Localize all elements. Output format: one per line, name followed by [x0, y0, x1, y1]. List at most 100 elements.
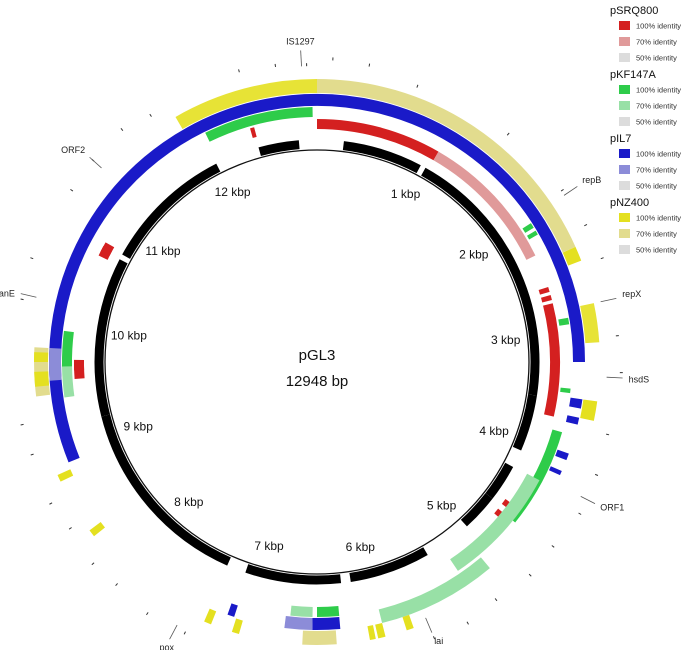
circular-map: 1 kbp2 kbp3 kbp4 kbp5 kbp6 kbp7 kbp8 kbp…: [0, 36, 649, 650]
plasmid-name: pGL3: [299, 347, 336, 364]
legend-swatch: [619, 53, 630, 62]
outer-tick: [31, 454, 34, 455]
pnz400-identity-band: [207, 615, 214, 618]
legend-swatch: [619, 245, 630, 254]
kbp-label: 12 kbp: [215, 185, 251, 199]
pkf147a-identity-band: [563, 319, 564, 325]
psrq800-identity-band: [251, 132, 255, 133]
psrq800-identity-band: [105, 245, 110, 254]
gene-leader-line: [170, 625, 178, 639]
legend-item-label: 50% identity: [636, 54, 677, 63]
outer-tick: [467, 622, 469, 625]
legend-swatch: [619, 149, 630, 158]
legend-item-label: 50% identity: [636, 182, 677, 191]
outer-tick: [417, 85, 418, 88]
psrq800-identity-band: [546, 296, 547, 301]
gene-leader-line: [301, 50, 302, 66]
pkf147a-identity-band: [565, 388, 566, 392]
pil7-identity-band: [55, 348, 56, 380]
legend-swatch: [619, 213, 630, 222]
outer-tick: [561, 189, 563, 191]
outer-tick: [21, 299, 24, 300]
pil7-identity-band: [575, 399, 577, 408]
outer-tick: [595, 474, 598, 475]
pnz400-identity-band: [587, 305, 592, 343]
outer-tick: [92, 563, 94, 565]
pnz400-identity-band: [377, 630, 384, 632]
feature-segment: [343, 146, 418, 170]
pil7-identity-band: [230, 609, 237, 611]
outer-tick: [584, 224, 587, 225]
plasmid-length: 12948 bp: [286, 373, 349, 390]
gene-label: ORF1: [600, 502, 624, 512]
gene-label: repX: [622, 289, 641, 299]
gene-label: repB: [582, 175, 601, 185]
pil7-identity-band: [555, 469, 557, 473]
pkf147a-identity-band: [67, 332, 69, 367]
outer-tick: [49, 503, 52, 504]
feature-segment: [423, 172, 535, 395]
kbp-label: 2 kbp: [459, 248, 489, 262]
feature-segment: [260, 145, 300, 152]
feature-segment: [106, 416, 229, 562]
outer-tick: [21, 424, 24, 425]
legend-item-label: 70% identity: [636, 166, 677, 175]
pil7-identity-band: [285, 622, 312, 624]
feature-segment: [350, 551, 425, 577]
legend-title: pSRQ800: [610, 5, 658, 17]
legend-item-label: 70% identity: [636, 102, 677, 111]
gene-leader-line: [601, 298, 617, 301]
gene-label: pox: [160, 643, 175, 650]
pkf147a-identity-band: [380, 563, 485, 617]
pkf147a-identity-band: [291, 611, 313, 612]
legend-swatch: [619, 165, 630, 174]
kbp-label: 9 kbp: [124, 419, 154, 433]
gene-leader-line: [607, 377, 623, 378]
outer-tick: [184, 632, 185, 635]
pnz400-identity-band: [405, 621, 412, 623]
psrq800-identity-band: [543, 289, 544, 294]
outer-tick: [70, 189, 72, 191]
legend-item-label: 100% identity: [636, 22, 681, 31]
kbp-label: 10 kbp: [111, 328, 147, 342]
psrq800-identity-band: [548, 304, 555, 415]
pkf147a-identity-band: [317, 611, 339, 612]
legend-title: pIL7: [610, 133, 631, 145]
pil7-identity-band: [312, 623, 339, 624]
outer-tick: [601, 258, 604, 259]
outer-tick: [30, 258, 33, 259]
outer-tick: [495, 598, 497, 600]
pnz400-identity-band: [64, 472, 67, 479]
pnz400-identity-band: [95, 526, 99, 532]
outer-tick: [150, 114, 152, 116]
pnz400-identity-band: [369, 632, 375, 633]
pnz400-identity-band: [303, 637, 337, 638]
pnz400-identity-band: [234, 625, 241, 627]
kbp-label: 4 kbp: [479, 424, 509, 438]
pkf147a-identity-band: [67, 366, 69, 396]
kbp-label: 6 kbp: [346, 540, 376, 554]
gene-leader-line: [581, 496, 595, 503]
pnz400-identity-band: [587, 400, 590, 419]
pil7-identity-band: [572, 417, 574, 424]
kbp-label: 5 kbp: [427, 498, 457, 512]
gene-label: hsdS: [629, 374, 650, 384]
legend-title: pNZ400: [610, 197, 649, 209]
legend-swatch: [619, 117, 630, 126]
legend-swatch: [619, 85, 630, 94]
pkf147a-identity-band: [527, 226, 530, 231]
outer-tick: [552, 545, 554, 547]
kbp-label: 8 kbp: [174, 495, 204, 509]
legend-swatch: [619, 181, 630, 190]
outer-tick: [507, 133, 509, 135]
pnz400-identity-band: [41, 372, 42, 387]
legend-swatch: [619, 101, 630, 110]
outer-tick: [369, 64, 370, 67]
legend-swatch: [619, 229, 630, 238]
legend-title: pKF147A: [610, 69, 657, 81]
outer-tick: [529, 574, 531, 576]
identity-legend: pSRQ800 100% identity 70% identity 50% iden…: [610, 5, 681, 255]
legend-item-label: 50% identity: [636, 246, 677, 255]
gene-leader-line: [21, 294, 37, 298]
